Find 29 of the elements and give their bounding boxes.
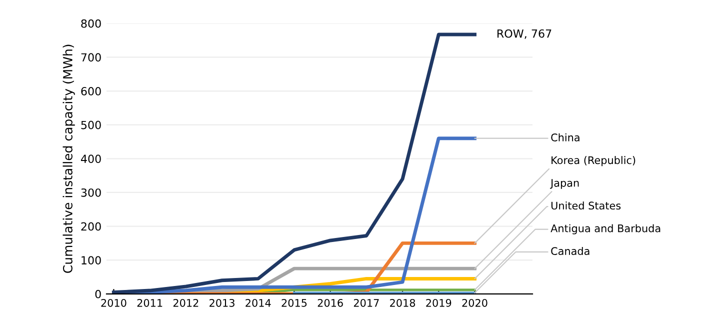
x-tick-label: 2012 (173, 298, 198, 307)
x-tick-label: 2016 (318, 298, 343, 307)
text: United States (551, 201, 621, 210)
text: Korea (Republic) (552, 156, 636, 166)
y-tick-label: 400 (80, 154, 101, 164)
y-tick-label: 300 (81, 188, 101, 197)
y-tick-label: 100 (82, 256, 101, 264)
text: Canada (551, 246, 590, 256)
text: Japan (550, 179, 579, 189)
y-tick-label: 700 (81, 53, 101, 62)
x-tick-label: 2013 (210, 298, 234, 307)
x-tick-label: 2017 (354, 298, 379, 307)
y-tick-label: 200 (81, 222, 101, 231)
y-tick-label: 600 (81, 86, 101, 96)
line-series (112, 32, 476, 294)
y-axis-title: Cumulative installed capacity (MWh) (62, 44, 75, 273)
x-tick-label: 2010 (101, 298, 126, 307)
y-tick-label: 0 (95, 290, 101, 298)
x-tick-label: 2019 (426, 298, 452, 307)
x-tick-label: 2014 (246, 298, 271, 307)
y-tick-label: 800 (81, 19, 101, 28)
text: China (551, 133, 580, 142)
text: Antigua and Barbuda (550, 224, 660, 234)
x-tick-label: 2020 (462, 298, 488, 307)
y-tick-label: 500 (81, 120, 101, 130)
x-tick-label: 2015 (282, 298, 307, 307)
x-tick-label: 2018 (390, 298, 416, 307)
text: ROW, 767 (497, 29, 552, 39)
x-tick-label: 2011 (137, 298, 162, 307)
